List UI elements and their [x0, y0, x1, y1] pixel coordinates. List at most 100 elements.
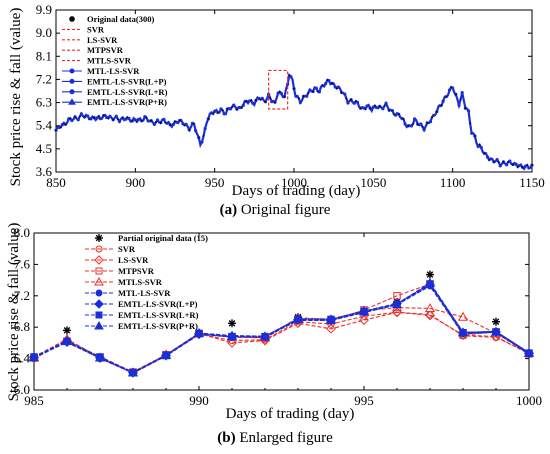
legend-label: MTL-LS-SVR — [87, 66, 140, 76]
x-axis-label: Days of trading (day) — [232, 183, 361, 199]
data-point — [470, 131, 474, 135]
data-point — [492, 328, 500, 336]
data-point — [89, 117, 93, 121]
data-point — [96, 354, 104, 362]
original-data-point — [193, 123, 195, 125]
data-point — [400, 116, 404, 121]
original-data-point — [512, 163, 514, 166]
legend-marker — [68, 98, 76, 105]
legend-marker — [95, 234, 103, 242]
original-data-point — [83, 116, 86, 118]
data-point — [127, 367, 139, 377]
data-point — [294, 315, 302, 324]
data-point — [160, 350, 172, 360]
data-point — [492, 333, 500, 342]
original-data-point — [507, 161, 510, 163]
x-tick-label: 1000 — [281, 175, 307, 190]
data-point — [432, 113, 436, 118]
data-point — [425, 279, 435, 290]
asterisk-stroke — [228, 319, 236, 327]
data-point — [425, 310, 435, 321]
original-data-point — [488, 159, 490, 161]
y-tick-label: 5.4 — [36, 118, 53, 133]
original-data-point — [388, 109, 391, 112]
data-point — [393, 298, 401, 307]
original-data-point — [393, 113, 395, 116]
asterisk-stroke — [360, 307, 368, 315]
original-data-point — [497, 161, 500, 163]
y-axis-label: Stock price rise & fall (value) — [6, 223, 22, 402]
data-point — [62, 335, 72, 346]
x-tick-label: 985 — [24, 393, 44, 408]
data-point — [292, 314, 304, 324]
legend-item: Original data(300) — [69, 14, 154, 24]
asterisk-stroke — [129, 369, 137, 377]
original-data-point — [364, 108, 367, 110]
y-tick-label: 8.0 — [14, 225, 30, 240]
legend-marker — [94, 255, 104, 265]
data-point — [412, 117, 417, 121]
data-point — [30, 353, 38, 361]
original-data-point — [236, 108, 238, 111]
data-point — [213, 109, 217, 113]
data-point — [129, 369, 137, 377]
data-point — [498, 164, 502, 168]
original-data-point — [288, 74, 291, 76]
data-point — [495, 157, 499, 162]
original-data-point — [112, 118, 114, 121]
original-data-point — [88, 118, 91, 120]
data-point — [326, 315, 336, 326]
data-point — [251, 101, 255, 105]
x-tick-label: 1000 — [516, 393, 542, 408]
original-data-point — [464, 107, 467, 109]
data-point — [67, 117, 71, 121]
original-data-point — [212, 113, 214, 115]
data-point — [360, 306, 368, 314]
data-point — [409, 124, 414, 128]
data-point — [393, 308, 401, 316]
data-point — [219, 107, 223, 111]
original-data-point — [455, 93, 457, 96]
data-point — [193, 328, 205, 338]
y-tick-label: 9.9 — [36, 2, 52, 17]
data-point — [260, 96, 264, 100]
x-tick-label: 995 — [354, 393, 374, 408]
original-data-point — [164, 121, 167, 124]
original-data-point — [278, 91, 281, 93]
data-point — [490, 326, 502, 336]
asterisk-stroke — [95, 234, 103, 242]
original-data-point — [145, 116, 148, 119]
series-line — [33, 283, 530, 374]
original-data-point — [150, 119, 152, 122]
original-data-point — [307, 92, 310, 94]
data-point — [403, 122, 407, 126]
data-point — [355, 100, 360, 104]
data-point — [492, 328, 500, 336]
legend-item: MTPSVR — [62, 45, 124, 55]
data-point — [391, 299, 403, 309]
original-data-point — [531, 164, 533, 166]
original-data-point — [302, 95, 305, 98]
data-point — [257, 97, 261, 101]
data-point — [261, 332, 269, 341]
data-point — [63, 336, 71, 345]
data-point — [359, 306, 369, 317]
legend-item: EMTL-LS-SVR(L+R) — [62, 87, 168, 97]
legend-marker — [95, 267, 103, 275]
data-point — [460, 91, 464, 95]
original-data-point — [383, 105, 386, 107]
y-tick-label: 6.4 — [14, 351, 31, 366]
caption-b: (b) Enlarged figure — [0, 430, 550, 447]
series-emtl-ls-svr-l-r — [30, 280, 533, 377]
legend-item: EMTL-LS-SVR(L+R) — [85, 310, 199, 320]
data-point — [260, 335, 270, 346]
original-data-point — [431, 116, 433, 118]
data-point — [194, 129, 198, 133]
data-point — [30, 354, 38, 362]
original-data-point — [445, 95, 448, 98]
data-point — [374, 105, 379, 110]
original-data-point — [64, 123, 67, 126]
original-data-point — [350, 98, 352, 101]
original-data-point — [359, 107, 362, 110]
data-point — [336, 85, 341, 89]
